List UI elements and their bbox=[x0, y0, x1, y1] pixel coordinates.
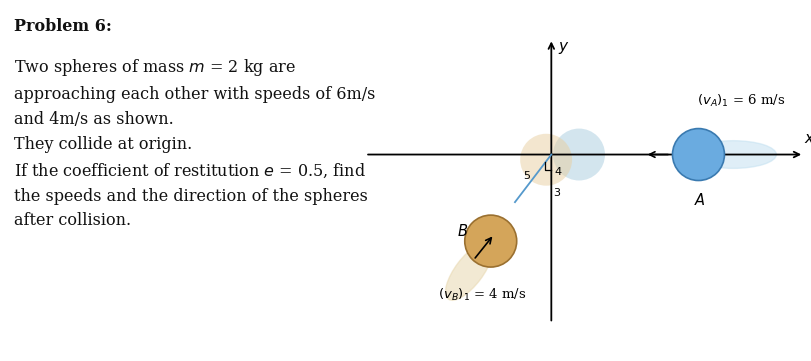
Text: $B$: $B$ bbox=[457, 223, 469, 239]
Ellipse shape bbox=[690, 141, 776, 168]
Text: $y$: $y$ bbox=[558, 40, 570, 56]
Circle shape bbox=[672, 129, 724, 180]
Circle shape bbox=[520, 134, 572, 186]
Text: $x$: $x$ bbox=[804, 131, 811, 146]
Circle shape bbox=[553, 129, 605, 180]
Ellipse shape bbox=[445, 243, 493, 300]
Text: 3: 3 bbox=[553, 188, 560, 197]
Text: Problem 6:: Problem 6: bbox=[15, 18, 112, 35]
Text: $(v_A)_1$ = 6 m/s: $(v_A)_1$ = 6 m/s bbox=[697, 93, 786, 109]
Text: 5: 5 bbox=[524, 171, 530, 181]
Circle shape bbox=[465, 215, 517, 267]
Text: $A$: $A$ bbox=[694, 192, 706, 208]
Text: $(v_B)_1$ = 4 m/s: $(v_B)_1$ = 4 m/s bbox=[438, 287, 526, 303]
Text: 4: 4 bbox=[555, 167, 562, 177]
Text: Two spheres of mass $m$ = 2 kg are
approaching each other with speeds of 6m/s
an: Two spheres of mass $m$ = 2 kg are appro… bbox=[15, 57, 375, 229]
